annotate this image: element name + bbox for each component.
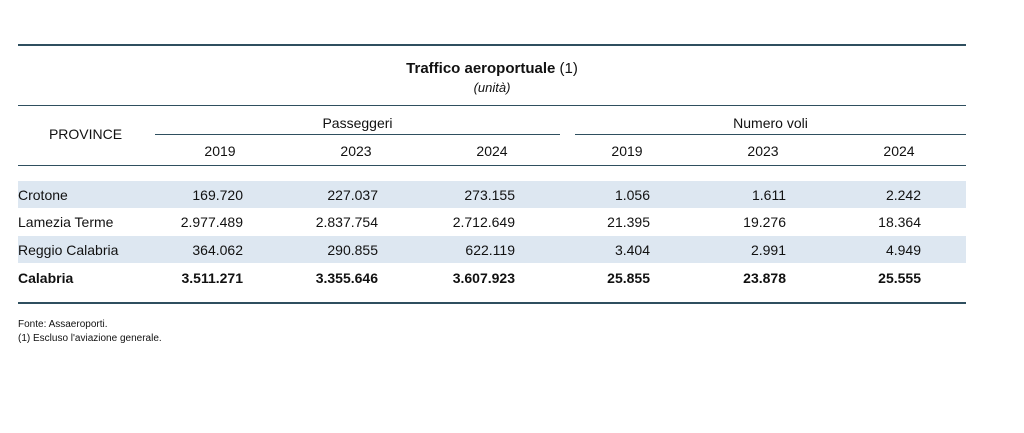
cell: 3.511.271 xyxy=(181,270,243,286)
year-header: 2023 xyxy=(747,143,779,159)
cell: 169.720 xyxy=(192,187,243,203)
cell: 2.242 xyxy=(885,187,921,203)
group-rule xyxy=(575,134,966,135)
cell: 25.555 xyxy=(878,270,921,286)
cell: 2.991 xyxy=(750,242,786,258)
cell: 622.119 xyxy=(465,242,515,258)
cell: 19.276 xyxy=(743,214,786,230)
year-header: 2024 xyxy=(883,143,915,159)
row-band xyxy=(18,236,966,263)
cell: 2.977.489 xyxy=(180,214,243,230)
year-header: 2024 xyxy=(476,143,508,159)
cell: 227.037 xyxy=(327,187,378,203)
cell: 3.404 xyxy=(614,242,650,258)
cell: 290.855 xyxy=(327,242,378,258)
cell: 3.607.923 xyxy=(452,270,515,286)
bottom-rule xyxy=(18,302,966,304)
cell: 23.878 xyxy=(743,270,786,286)
cell: 1.611 xyxy=(752,187,786,203)
row-header: PROVINCE xyxy=(48,126,123,142)
title-note: (1) xyxy=(559,60,578,77)
group-label: Numero voli xyxy=(733,115,808,131)
cell: 25.855 xyxy=(607,270,650,286)
province: Crotone xyxy=(18,187,68,203)
province: Reggio Calabria xyxy=(18,242,119,258)
top-rule xyxy=(18,44,966,46)
cell: 364.062 xyxy=(192,242,243,258)
group-label: Passeggeri xyxy=(322,115,393,131)
title-line: Traffico aeroportuale (1) xyxy=(18,60,966,77)
note: Fonte: Assaeroporti. xyxy=(18,319,108,330)
group-rule xyxy=(155,134,560,135)
row-band xyxy=(18,181,966,208)
cell: 4.949 xyxy=(885,242,921,258)
title: Traffico aeroportuale xyxy=(406,60,556,77)
cell: 18.364 xyxy=(878,214,921,230)
year-header: 2023 xyxy=(340,143,372,159)
cell: 1.056 xyxy=(614,187,650,203)
subtitle: (unità) xyxy=(473,80,511,95)
cell: 2.712.649 xyxy=(452,214,515,230)
year-header: 2019 xyxy=(204,143,236,159)
cell: 273.155 xyxy=(464,187,515,203)
province: Lamezia Terme xyxy=(18,214,114,230)
cell: 2.837.754 xyxy=(315,214,378,230)
year-header: 2019 xyxy=(611,143,643,159)
note: (1) Escluso l'aviazione generale. xyxy=(18,333,162,344)
province: Calabria xyxy=(18,270,74,286)
rule xyxy=(18,165,966,166)
cell: 3.355.646 xyxy=(315,270,378,286)
cell: 21.395 xyxy=(607,214,650,230)
rule xyxy=(18,105,966,106)
